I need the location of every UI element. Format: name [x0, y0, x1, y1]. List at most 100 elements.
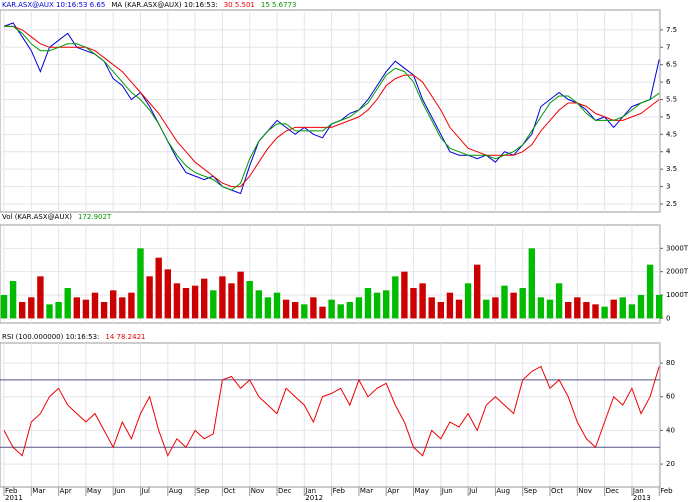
y-tick-label: 3	[666, 183, 670, 191]
x-tick-label: Aug	[169, 487, 183, 495]
bar	[137, 248, 144, 319]
x-tick-label: Jan	[304, 487, 316, 495]
y-tick-label: 7.5	[666, 26, 677, 34]
bar	[546, 299, 554, 319]
bar	[446, 292, 454, 319]
bar	[455, 299, 463, 319]
y-tick-label: 7	[666, 43, 670, 51]
panel-frame	[0, 342, 661, 488]
bar	[555, 283, 563, 319]
x-tick-label: Jul	[141, 487, 151, 495]
panel-frame	[0, 9, 661, 213]
bar	[255, 290, 262, 319]
y-tick-label: 2.5	[666, 200, 677, 208]
x-tick-label: Aug	[496, 487, 510, 495]
line-series	[3, 365, 660, 457]
bar	[646, 264, 654, 319]
bar	[464, 283, 472, 319]
bar	[237, 271, 244, 319]
bar	[201, 278, 208, 319]
bar	[246, 281, 253, 319]
y-tick-label: 20	[666, 460, 675, 468]
bar	[483, 299, 490, 319]
bar	[46, 304, 53, 319]
chart-subtitle: MA (KAR.ASX@AUX) 10:16:53:	[111, 1, 217, 9]
x-tick-label: Apr	[60, 487, 72, 495]
x-tick-label: Oct	[551, 487, 563, 495]
bar	[210, 290, 217, 319]
bar	[100, 302, 108, 319]
x-tick-label: May	[87, 487, 101, 495]
legend-label: 172.902T	[78, 213, 112, 221]
bar	[146, 276, 153, 319]
bar	[383, 290, 390, 319]
bar	[64, 288, 71, 319]
bar	[273, 292, 281, 319]
bar	[337, 304, 344, 319]
bar	[401, 271, 408, 319]
bar	[346, 302, 353, 319]
y-tick-label: 2000T	[666, 268, 688, 276]
bar	[0, 295, 8, 319]
bar	[19, 302, 26, 319]
x-tick-label: Mar	[32, 487, 45, 495]
y-tick-label: 5.5	[666, 96, 677, 104]
x-tick-label: Apr	[387, 487, 399, 495]
y-tick-label: 60	[666, 393, 675, 401]
x-tick-label: Jan	[632, 487, 644, 495]
bar	[565, 302, 572, 319]
bar	[592, 304, 599, 319]
bar	[191, 285, 199, 319]
x-tick-label: Sep	[524, 487, 538, 495]
y-tick-label: 3.5	[666, 165, 677, 173]
bar	[55, 302, 62, 319]
bar	[574, 297, 581, 319]
x-tick-label: Jun	[113, 487, 125, 495]
legend-label: 15 5.6773	[261, 1, 297, 9]
bar	[9, 281, 17, 319]
x-tick-label: Jun	[441, 487, 453, 495]
line-series	[4, 25, 660, 191]
bar	[119, 297, 126, 319]
bar	[264, 297, 272, 319]
x-tick-label: Jul	[468, 487, 478, 495]
x-tick-label: Dec	[278, 487, 292, 495]
bar	[583, 302, 590, 319]
legend-label: KAR.ASX@AUX 10:16:53 6.65	[2, 1, 105, 9]
x-tick-label: Nov	[578, 487, 592, 495]
bar	[328, 299, 335, 319]
chart-title: Vol (KAR.ASX@AUX)	[2, 213, 72, 221]
bar	[28, 297, 35, 319]
bar	[292, 302, 299, 319]
bar	[437, 302, 444, 319]
bar	[173, 283, 181, 319]
bar	[128, 292, 135, 319]
bar	[282, 299, 290, 319]
legend-label: 30 5.501	[224, 1, 255, 9]
year-label: 2013	[633, 494, 651, 502]
bar	[656, 295, 663, 319]
x-tick-label: Sep	[196, 487, 210, 495]
y-tick-label: 1000T	[666, 291, 688, 299]
chart-title: RSI (100.000000) 10:16:53:	[2, 333, 99, 341]
y-tick-label: 5	[666, 113, 670, 121]
bar	[619, 297, 626, 319]
x-tick-label: Feb	[333, 487, 346, 495]
x-tick-label: Feb	[5, 487, 18, 495]
y-tick-label: 0	[666, 314, 670, 322]
legend-label: 14 78.2421	[105, 333, 145, 341]
year-label: 2012	[305, 494, 323, 502]
y-tick-label: 4	[666, 148, 671, 156]
x-tick-label: Oct	[223, 487, 235, 495]
y-tick-label: 40	[666, 426, 675, 434]
bar	[310, 297, 317, 319]
bar	[91, 292, 99, 319]
bar	[155, 257, 162, 319]
x-tick-label: Nov	[251, 487, 265, 495]
bar	[637, 295, 645, 319]
bar	[73, 297, 80, 319]
bar	[219, 276, 226, 319]
bar	[37, 276, 44, 319]
bar	[537, 297, 545, 319]
